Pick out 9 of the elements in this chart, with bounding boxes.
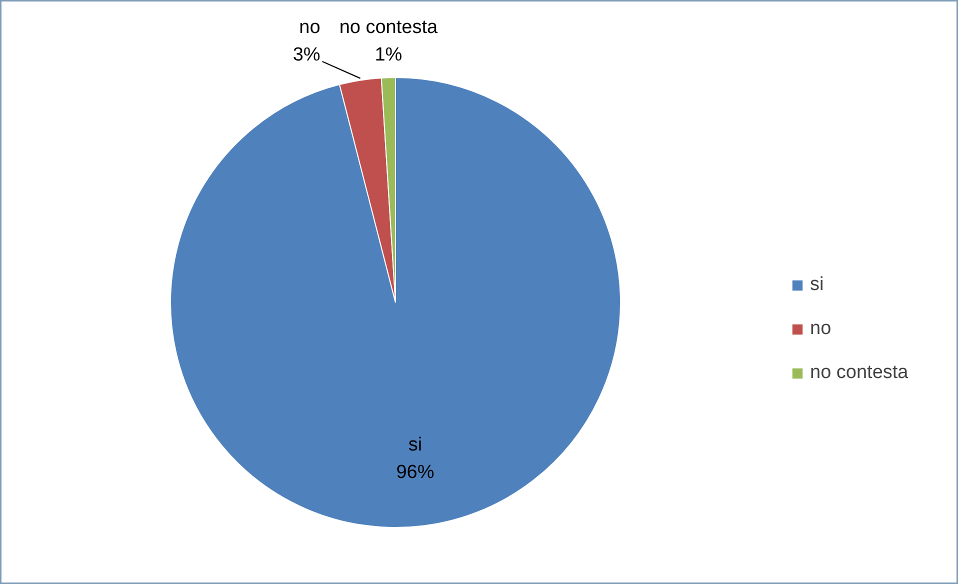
data-label: 1% [374, 44, 402, 66]
legend-label: si [810, 274, 825, 296]
legend-label: no [810, 318, 832, 340]
slice-label: si [408, 434, 422, 456]
slice-label: no [299, 17, 320, 38]
legend-label: no contesta [810, 362, 908, 384]
data-label: 3% [292, 44, 320, 66]
slice-label: no contesta [339, 17, 438, 38]
data-label: 96% [396, 462, 434, 483]
